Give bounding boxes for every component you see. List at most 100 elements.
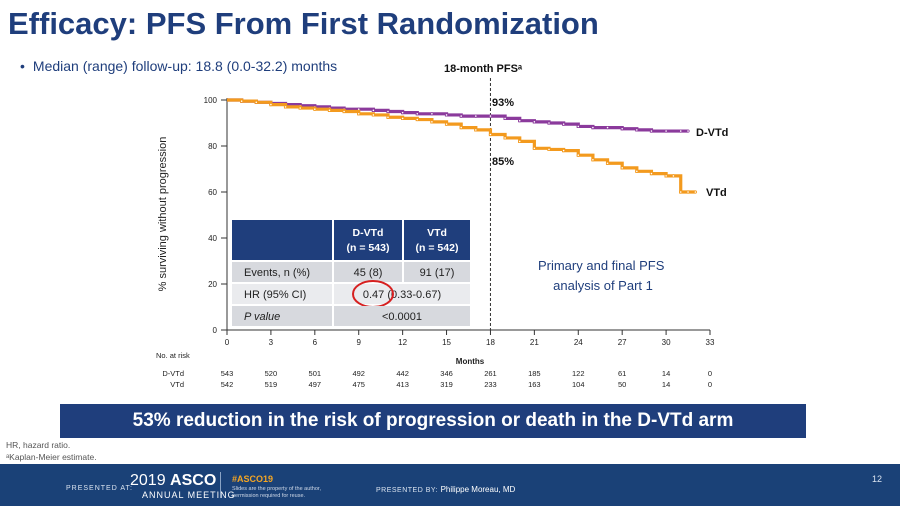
slides-ownership-note: Slides are the property of the author, p… [232, 486, 321, 499]
y-tick-label: 100 [204, 96, 218, 105]
censor-mark-vtd [342, 109, 346, 114]
censor-mark-d-vtd [532, 120, 536, 124]
asco-logo: 2019 ASCO [130, 472, 216, 490]
dvtd-end-label: D-VTd [696, 127, 728, 139]
censor-mark-d-vtd [371, 108, 375, 112]
x-tick-label: 9 [357, 338, 362, 347]
censor-mark-vtd [518, 139, 522, 143]
presented-by-label: PRESENTED BY: [376, 487, 439, 494]
censor-mark-vtd [591, 158, 595, 162]
risk-value: 501 [309, 369, 322, 378]
x-tick-label: 24 [574, 338, 583, 347]
censor-mark-d-vtd [518, 119, 522, 123]
stats-row1-label-cell [232, 262, 332, 282]
censor-mark-d-vtd [474, 114, 478, 118]
stats-table: D-VTd (n = 543) VTd (n = 542) Events, n … [232, 220, 470, 326]
censor-mark-vtd [444, 122, 449, 126]
axes: 0 20 40 60 80 100 0 3 6 9 12 15 18 21 24 27 30 33 [204, 78, 715, 347]
censor-mark-vtd [371, 113, 375, 117]
stats-row-events-vtd: 91 (17) [420, 267, 455, 279]
censor-mark-vtd [679, 190, 683, 194]
risk-value: 543 [221, 369, 234, 378]
risk-value: 442 [396, 369, 409, 378]
x-tick-label: 3 [269, 338, 274, 347]
censor-mark-d-vtd [664, 129, 668, 133]
censor-mark-vtd [401, 116, 405, 121]
x-tick-label: 30 [662, 338, 671, 347]
x-tick-label: 6 [313, 338, 318, 347]
risk-table-title: No. at risk [156, 351, 190, 360]
stats-row3-merged-cell [334, 306, 470, 326]
censor-mark-d-vtd [488, 114, 493, 118]
risk-value: 319 [440, 380, 453, 389]
risk-value: 261 [484, 369, 497, 378]
stats-row-p-value: <0.0001 [382, 311, 422, 323]
stats-header-vtd: VTd [427, 227, 447, 239]
censor-mark-vtd [269, 103, 273, 107]
censor-mark-d-vtd [605, 126, 610, 130]
asco-year: 2019 [130, 472, 166, 489]
risk-value: 346 [440, 369, 453, 378]
footnote-km: ᵃKaplan-Meier estimate. [6, 452, 97, 462]
censor-mark-vtd [562, 149, 566, 153]
hashtag: #ASCO19 [232, 474, 274, 484]
censor-mark-vtd [313, 107, 317, 111]
censor-mark-vtd [430, 120, 434, 124]
x-tick-label: 33 [706, 338, 715, 347]
slide-title: Efficacy: PFS From First Randomization [8, 6, 599, 41]
series-line-vtd [227, 98, 696, 194]
censor-mark-d-vtd [686, 129, 690, 133]
censor-mark-vtd [240, 99, 244, 103]
slide-footer: PRESENTED AT: 2019 ASCO ANNUAL MEETING #… [0, 464, 900, 506]
risk-row-label: VTd [170, 380, 184, 389]
censor-mark-vtd [576, 153, 580, 157]
censor-mark-vtd [671, 174, 676, 178]
censor-mark-vtd [686, 190, 690, 194]
stats-row-p-label: P value [244, 311, 280, 323]
asco-brand: ASCO [170, 472, 217, 489]
stats-row-events-dvtd: 45 (8) [354, 267, 383, 279]
censor-mark-vtd [503, 136, 507, 140]
x-tick-label: 21 [530, 338, 539, 347]
censor-mark-d-vtd [547, 121, 551, 125]
series-line-d-vtd [227, 98, 689, 133]
censor-mark-d-vtd [415, 112, 419, 116]
censor-mark-vtd [386, 115, 390, 119]
presented-at-label: PRESENTED AT: [66, 485, 133, 492]
footer-divider [220, 472, 221, 498]
risk-table: D-VTd 543 520 501 492 442 346 261 185 122 61 14 0 VTd… [162, 369, 712, 389]
presenter-name: Philippe Moreau, MD [440, 485, 516, 494]
stats-header-dvtd: D-VTd [353, 227, 384, 239]
censor-mark-vtd [635, 169, 639, 173]
stats-row1-dvtd-cell [334, 262, 402, 282]
censor-mark-d-vtd [444, 113, 449, 117]
stats-row3-label-cell [232, 306, 332, 326]
stats-header-dvtd-n: (n = 543) [347, 242, 390, 254]
stats-header-vtd-cell [404, 220, 470, 260]
censor-mark-vtd [547, 147, 551, 152]
x-tick-label: 15 [442, 338, 451, 347]
censor-mark-vtd [474, 128, 478, 132]
censor-mark-d-vtd [401, 111, 405, 115]
censor-mark-d-vtd [562, 122, 566, 126]
censor-mark-d-vtd [459, 114, 463, 118]
censor-mark-vtd [357, 112, 361, 116]
asco-subtitle: ANNUAL MEETING [142, 490, 236, 500]
risk-value: 14 [662, 380, 670, 389]
risk-value: 185 [528, 369, 541, 378]
risk-value: 0 [708, 369, 712, 378]
annotation-text: Primary and final PFS analysis of Part 1 [538, 258, 668, 293]
censor-mark-vtd [532, 146, 536, 150]
censor-mark-d-vtd [503, 116, 507, 121]
censor-mark-vtd [459, 126, 463, 130]
y-tick-label: 20 [208, 280, 217, 289]
stats-header-vtd-n: (n = 542) [416, 242, 459, 254]
stats-row-hr-value: 0.47 (0.33-0.67) [363, 289, 441, 301]
stats-row1-vtd-cell [404, 262, 470, 282]
series-lines [227, 98, 697, 194]
censor-mark-vtd [488, 132, 493, 137]
censor-mark-vtd [327, 108, 332, 112]
risk-value: 497 [309, 380, 322, 389]
censor-mark-d-vtd [635, 128, 639, 132]
y-axis-label: % surviving without progression [157, 137, 169, 292]
